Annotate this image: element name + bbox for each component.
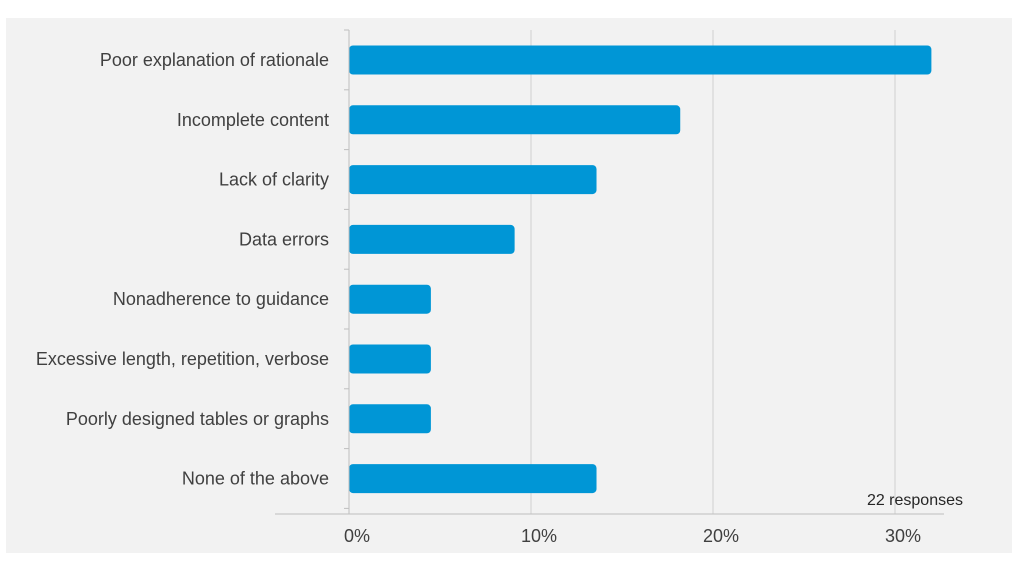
category-label-2: Incomplete content	[177, 110, 329, 130]
category-label-1: Poor explanation of rationale	[100, 50, 329, 70]
bar-8	[349, 464, 597, 494]
tick-label-30: 30%	[885, 526, 921, 546]
category-label-7: Poorly designed tables or graphs	[66, 409, 329, 429]
bars	[349, 45, 932, 494]
category-label-4: Data errors	[239, 229, 329, 249]
bar-7	[349, 404, 431, 434]
axes	[275, 29, 944, 515]
bar-3	[349, 165, 597, 195]
tick-label-10: 10%	[521, 526, 557, 546]
category-label-5: Nonadherence to guidance	[113, 289, 329, 309]
category-labels: Poor explanation of rationale Incomplete …	[36, 50, 329, 489]
bar-2	[349, 105, 681, 135]
bar-1	[349, 45, 932, 75]
category-label-3: Lack of clarity	[219, 170, 329, 190]
responses-note: 22 responses	[867, 492, 963, 509]
gridlines	[530, 30, 896, 514]
tick-label-20: 20%	[703, 526, 739, 546]
tick-labels: 0% 10% 20% 30%	[344, 526, 921, 546]
tick-label-0: 0%	[344, 526, 370, 546]
bar-6	[349, 344, 431, 374]
category-label-6: Excessive length, repetition, verbose	[36, 349, 329, 369]
bar-4	[349, 224, 515, 254]
category-label-8: None of the above	[182, 469, 329, 489]
bar-5	[349, 284, 431, 314]
